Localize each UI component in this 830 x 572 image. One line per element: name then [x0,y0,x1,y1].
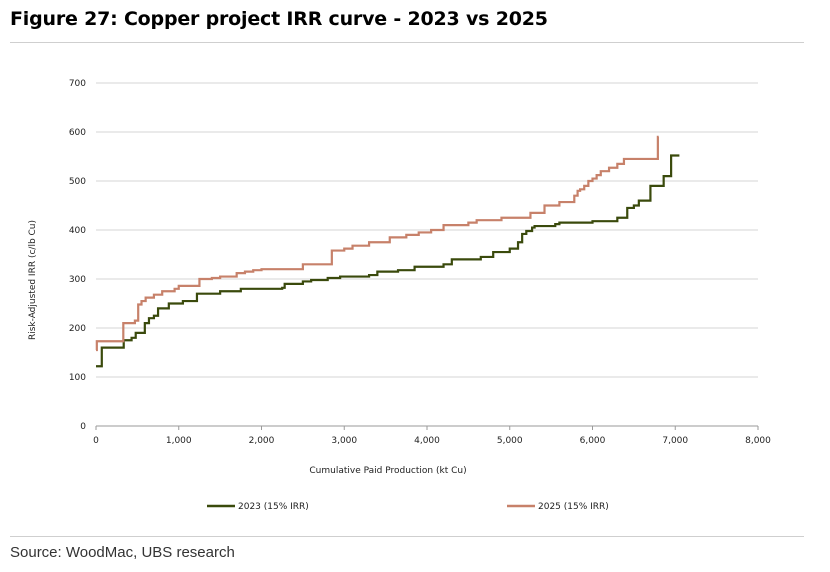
x-axis-ticks: 0 1,000 2,000 3,000 4,000 5,000 6,000 7,000 8,00… [93,426,771,446]
top-divider [10,42,804,43]
y-tick-label: 100 [69,373,86,383]
y-tick-label: 600 [69,128,86,138]
y-tick-label: 400 [69,226,86,236]
y-tick-label: 300 [69,275,86,285]
irr-curve-chart: 0 100 200 300 400 500 600 700 0 1,000 2,000 3,000 4… [28,79,771,512]
figure-title: Figure 27: Copper project IRR curve - 20… [10,8,548,30]
y-axis-label: Risk-Adjusted IRR (c/lb Cu) [28,220,38,340]
x-tick-label: 5,000 [497,436,523,446]
series-line-2025 [95,135,659,352]
x-tick-label: 8,000 [745,436,771,446]
gridlines [96,82,758,427]
x-tick-label: 3,000 [331,436,357,446]
x-tick-label: 7,000 [662,436,688,446]
x-tick-label: 1,000 [166,436,192,446]
source-note: Source: WoodMac, UBS research [10,544,235,561]
x-tick-label: 2,000 [249,436,275,446]
series-lines [95,135,680,368]
legend: 2023 (15% IRR) 2025 (15% IRR) [207,502,609,512]
legend-label: 2023 (15% IRR) [238,502,309,512]
x-tick-label: 4,000 [414,436,440,446]
y-tick-label: 700 [69,79,86,89]
series-line-2023 [96,154,680,368]
y-tick-label: 200 [69,324,86,334]
y-tick-label: 0 [80,422,86,432]
bottom-divider [10,536,804,537]
y-axis-ticks: 0 100 200 300 400 500 600 700 [69,79,86,432]
x-axis-label: Cumulative Paid Production (kt Cu) [309,466,466,476]
y-tick-label: 500 [69,177,86,187]
legend-label: 2025 (15% IRR) [538,502,609,512]
x-tick-label: 6,000 [580,436,606,446]
x-tick-label: 0 [93,436,99,446]
